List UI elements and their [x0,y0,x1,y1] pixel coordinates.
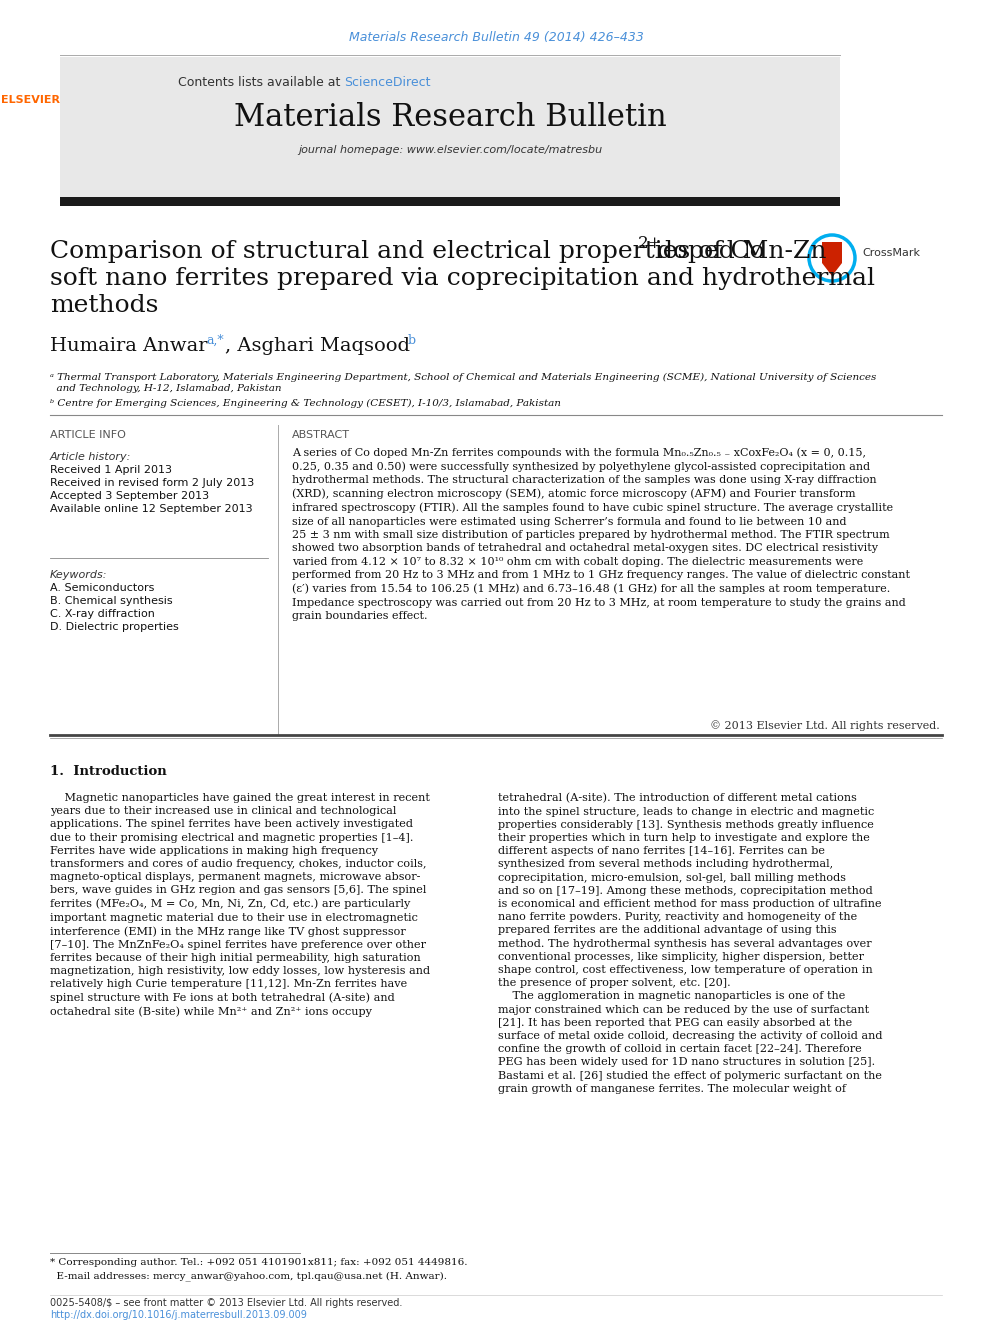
Text: b: b [408,333,416,347]
Text: ELSEVIER: ELSEVIER [1,95,60,105]
Text: Available online 12 September 2013: Available online 12 September 2013 [50,504,253,515]
Text: http://dx.doi.org/10.1016/j.materresbull.2013.09.009: http://dx.doi.org/10.1016/j.materresbull… [50,1310,307,1320]
Text: soft nano ferrites prepared via coprecipitation and hydrothermal: soft nano ferrites prepared via coprecip… [50,267,875,290]
Text: Materials Research Bulletin: Materials Research Bulletin [234,102,667,132]
Text: Received 1 April 2013: Received 1 April 2013 [50,464,172,475]
Text: ARTICLE INFO: ARTICLE INFO [50,430,126,441]
Text: Comparison of structural and electrical properties of Co: Comparison of structural and electrical … [50,239,765,263]
Text: Accepted 3 September 2013: Accepted 3 September 2013 [50,491,209,501]
Text: methods: methods [50,294,159,318]
Text: * Corresponding author. Tel.: +092 051 4101901x811; fax: +092 051 4449816.: * Corresponding author. Tel.: +092 051 4… [50,1258,467,1267]
Text: ScienceDirect: ScienceDirect [344,75,431,89]
Text: B. Chemical synthesis: B. Chemical synthesis [50,595,173,606]
Text: E-mail addresses: mercy_anwar@yahoo.com, tpl.qau@usa.net (H. Anwar).: E-mail addresses: mercy_anwar@yahoo.com,… [50,1271,447,1281]
Text: © 2013 Elsevier Ltd. All rights reserved.: © 2013 Elsevier Ltd. All rights reserved… [710,720,940,730]
Text: , Asghari Maqsood: , Asghari Maqsood [225,337,410,355]
Text: Contents lists available at: Contents lists available at [178,75,344,89]
Text: C. X-ray diffraction: C. X-ray diffraction [50,609,155,619]
Bar [60,197,840,206]
Text: doped Mn-Zn: doped Mn-Zn [657,239,826,263]
Text: ABSTRACT: ABSTRACT [292,430,350,441]
Text: A series of Co doped Mn-Zn ferrites compounds with the formula Mn₀.₅Zn₀.₅ ₋ xCox: A series of Co doped Mn-Zn ferrites comp… [292,447,910,620]
Text: A. Semiconductors: A. Semiconductors [50,583,155,593]
Text: 2+: 2+ [638,235,663,251]
Text: Magnetic nanoparticles have gained the great interest in recent
years due to the: Magnetic nanoparticles have gained the g… [50,792,431,1017]
Text: Received in revised form 2 July 2013: Received in revised form 2 July 2013 [50,478,254,488]
Bar [60,57,840,197]
Text: Article history:: Article history: [50,452,131,462]
Polygon shape [822,242,842,277]
Text: 0025-5408/$ – see front matter © 2013 Elsevier Ltd. All rights reserved.: 0025-5408/$ – see front matter © 2013 El… [50,1298,403,1308]
Text: tetrahedral (A-site). The introduction of different metal cations
into the spine: tetrahedral (A-site). The introduction o… [498,792,883,1094]
Text: 1.  Introduction: 1. Introduction [50,765,167,778]
Text: journal homepage: www.elsevier.com/locate/matresbu: journal homepage: www.elsevier.com/locat… [298,146,602,155]
Text: a,*: a,* [206,333,223,347]
Text: D. Dielectric properties: D. Dielectric properties [50,622,179,632]
Text: Materials Research Bulletin 49 (2014) 426–433: Materials Research Bulletin 49 (2014) 42… [348,32,644,45]
Text: Humaira Anwar: Humaira Anwar [50,337,207,355]
Text: CrossMark: CrossMark [862,247,920,258]
Text: ᵇ Centre for Emerging Sciences, Engineering & Technology (CESET), I-10/3, Islama: ᵇ Centre for Emerging Sciences, Engineer… [50,400,560,407]
Text: Keywords:: Keywords: [50,570,107,579]
Text: ᵃ Thermal Transport Laboratory, Materials Engineering Department, School of Chem: ᵃ Thermal Transport Laboratory, Material… [50,373,876,393]
